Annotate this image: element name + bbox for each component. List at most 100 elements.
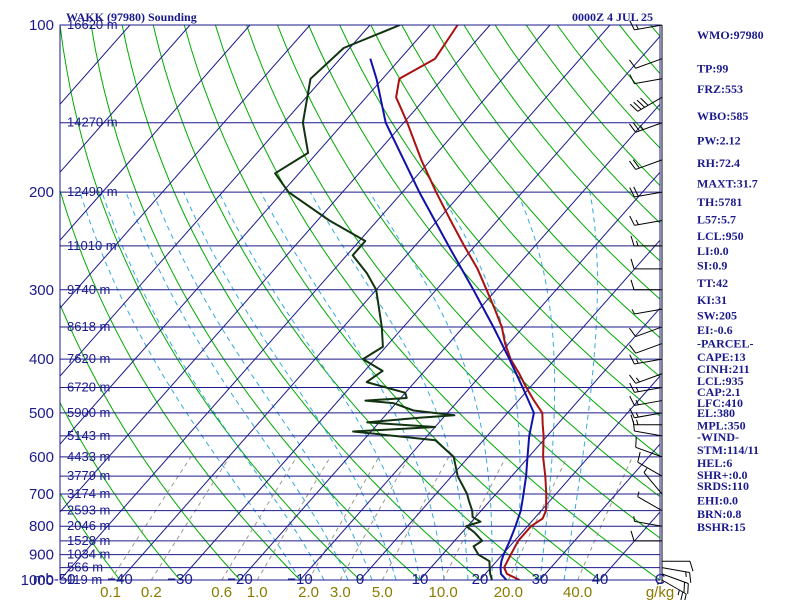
parcel-line [370, 59, 534, 580]
plot-frame [60, 25, 660, 580]
mixing-ratio-label: 2.0 [298, 584, 319, 600]
height-label: 5900 m [67, 405, 110, 420]
mixing-ratio-label: 0.1 [100, 584, 121, 600]
mixing-ratio-label: 0.6 [211, 584, 232, 600]
wind-barb-shaft [634, 79, 662, 84]
wind-barb-shaft [634, 309, 662, 314]
temperature-tick-label: mb-50 [33, 571, 76, 588]
moist-adiabat [564, 192, 597, 580]
temperature-tick-label: 40 [592, 571, 609, 588]
temperature-tick-label: 20 [472, 571, 489, 588]
wind-full-barb [629, 328, 635, 336]
wind-barb [630, 97, 662, 111]
index-value: L57:5.7 [697, 213, 736, 227]
pressure-tick-label: 100 [29, 17, 54, 34]
wind-half-barb [686, 572, 687, 577]
wind-full-barb [690, 561, 693, 571]
wind-half-barb [678, 590, 679, 595]
isotherm [120, 25, 610, 580]
dry-adiabat [557, 25, 800, 580]
index-value: LCL:950 [697, 229, 744, 243]
wind-half-barb [644, 468, 647, 472]
wind-full-barb [630, 396, 635, 405]
height-label: 12490 m [67, 184, 118, 199]
wind-full-barb [630, 74, 635, 83]
moist-adiabat [261, 192, 444, 580]
wind-full-barb [631, 531, 634, 541]
dry-adiabat [464, 25, 800, 580]
mixing-ratio-label: 3.0 [330, 584, 351, 600]
wind-barb [629, 160, 662, 170]
wind-full-barb [636, 437, 637, 447]
mixing-ratio-line [111, 457, 191, 580]
mixing-ratio-label: 1.0 [247, 584, 268, 600]
wind-full-barb [684, 594, 686, 600]
wind-barb-shaft [662, 568, 690, 573]
temperature-tick-label: 0 [356, 571, 364, 588]
wind-barb-shaft [634, 359, 662, 364]
profile-lines [275, 25, 546, 580]
pressure-tick-label: 900 [29, 547, 54, 564]
moist-adiabat [219, 192, 420, 580]
wind-barb [644, 468, 662, 494]
wind-barb [629, 123, 662, 133]
height-label: 14270 m [67, 115, 118, 130]
pressure-tick-label: 800 [29, 518, 54, 535]
indices-panel: WMO:97980TP:99FRZ:553WBO:585PW:2.12RH:72… [697, 28, 764, 534]
wind-barb [629, 59, 662, 69]
wind-full-barb [690, 572, 691, 582]
dry-adiabat [215, 25, 660, 580]
wind-barb-shaft [636, 344, 662, 354]
wind-full-barb [680, 592, 682, 600]
wind-half-barb [637, 420, 639, 425]
index-value: SW:205 [697, 308, 737, 322]
wind-barb [629, 344, 662, 354]
temperature-tick-label: −30 [167, 571, 192, 588]
moist-adiabat [153, 192, 372, 580]
index-value: FRZ:553 [697, 82, 743, 96]
pressure-tick-label: 500 [29, 405, 54, 422]
pressure-tick-label: 200 [29, 184, 54, 201]
temperature-tick-label: 10 [412, 571, 429, 588]
wind-full-barb [629, 375, 635, 383]
wind-barb-shaft [634, 431, 662, 436]
station-title: WAKK (97980) Sounding [66, 10, 197, 24]
mixing-ratio-label: g/kg [646, 584, 674, 600]
dry-adiabat [184, 25, 600, 580]
wind-barb [631, 415, 662, 425]
temperature-tick-label: 30 [532, 571, 549, 588]
pressure-tick-label: 300 [29, 282, 54, 299]
wind-full-barb [631, 280, 634, 290]
mixing-ratio-label: 10.0 [429, 584, 458, 600]
index-value: TP:99 [697, 62, 728, 76]
wind-barb-shaft [638, 462, 662, 476]
height-label: 2593 m [67, 503, 110, 518]
height-label: 11010 m [67, 238, 117, 253]
wind-full-barb [688, 583, 689, 593]
moist-adiabat [310, 192, 468, 580]
mixing-ratio-label: 5.0 [372, 584, 393, 600]
index-value: -WIND- [697, 430, 739, 444]
height-label: 2046 m [67, 518, 110, 533]
index-value: TT:42 [697, 276, 728, 290]
wind-barb-shaft [634, 192, 662, 197]
mixing-ratio-line [222, 457, 297, 580]
height-label: 3174 m [67, 486, 110, 501]
wind-half-barb [634, 516, 635, 521]
dry-adiabat [495, 25, 800, 580]
moist-adiabat [126, 192, 348, 580]
wind-barb [631, 280, 662, 290]
mixing-ratio-label: 0.2 [141, 584, 162, 600]
index-value: WMO:97980 [697, 28, 764, 42]
index-value: EHI:0.0 [697, 494, 738, 508]
mixing-ratio-line [578, 457, 633, 580]
index-value: BSHR:15 [697, 520, 746, 534]
index-value: -PARCEL- [697, 337, 753, 351]
height-label: 3779 m [67, 468, 110, 483]
height-label: 5143 m [67, 428, 110, 443]
height-label: 8618 m [67, 319, 110, 334]
wind-barb-shaft [634, 220, 662, 225]
height-label: 6720 m [67, 380, 110, 395]
mixing-ratio-label: 20.0 [494, 584, 523, 600]
height-label: 7620 m [67, 351, 110, 366]
